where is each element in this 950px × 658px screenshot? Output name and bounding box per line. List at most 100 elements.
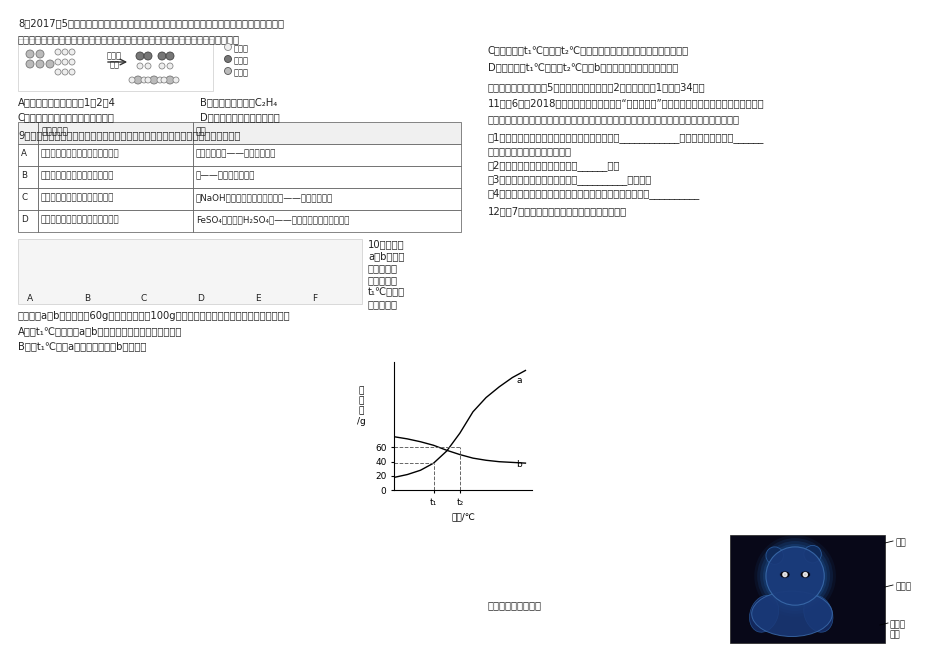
Bar bbox=[193, 188, 461, 210]
Text: C: C bbox=[141, 294, 147, 303]
Ellipse shape bbox=[804, 595, 833, 632]
Bar bbox=[18, 122, 38, 144]
Bar bbox=[38, 188, 193, 210]
Text: 两个烧杯中: 两个烧杯中 bbox=[368, 299, 398, 309]
Circle shape bbox=[145, 63, 151, 69]
Text: D．当温度由t₁℃升高到t₂℃时，b物质的溶液中一定有固体析出: D．当温度由t₁℃升高到t₂℃时，b物质的溶液中一定有固体析出 bbox=[488, 62, 678, 72]
Text: 据此回答下列问题：: 据此回答下列问题： bbox=[488, 600, 542, 610]
Text: （1）图中标识的物质中，属于有机合成材料的是____________，含有的金属元素是______: （1）图中标识的物质中，属于有机合成材料的是____________，含有的金属… bbox=[488, 132, 765, 143]
Text: 铜丝线: 铜丝线 bbox=[895, 582, 911, 591]
Text: （2）用铜丝做串联导线是利用其______性；: （2）用铜丝做串联导线是利用其______性； bbox=[488, 160, 620, 171]
Bar bbox=[38, 144, 193, 166]
Circle shape bbox=[224, 55, 232, 63]
Text: 不同物质性质不同，鉴别方法不同: 不同物质性质不同，鉴别方法不同 bbox=[41, 149, 120, 158]
Text: 铝合金
管材: 铝合金 管材 bbox=[890, 620, 906, 640]
Circle shape bbox=[159, 63, 165, 69]
Text: 氧原子: 氧原子 bbox=[234, 68, 249, 77]
Text: 8．2017年5月，中国科学家取得了将二氧化碳在一定条件下转化为化工原料的重大突破。二氧: 8．2017年5月，中国科学家取得了将二氧化碳在一定条件下转化为化工原料的重大突… bbox=[18, 18, 284, 28]
Text: E: E bbox=[256, 294, 261, 303]
Bar bbox=[38, 122, 193, 144]
Text: b: b bbox=[516, 460, 522, 468]
Text: 碳原子: 碳原子 bbox=[234, 56, 249, 65]
Text: 化碳和氢气反应制取乙烯，其反应的微观过程如下图所示。下列说法正确的是（　）: 化碳和氢气反应制取乙烯，其反应的微观过程如下图所示。下列说法正确的是（ ） bbox=[18, 34, 240, 44]
Circle shape bbox=[166, 52, 174, 60]
Ellipse shape bbox=[750, 595, 779, 632]
Bar bbox=[730, 535, 885, 643]
Circle shape bbox=[69, 59, 75, 65]
Text: A: A bbox=[21, 149, 27, 158]
Circle shape bbox=[173, 77, 179, 83]
Text: t₁℃时，在: t₁℃时，在 bbox=[368, 287, 405, 297]
Circle shape bbox=[157, 77, 163, 83]
Text: B: B bbox=[84, 294, 90, 303]
Bar bbox=[18, 188, 38, 210]
Circle shape bbox=[760, 541, 830, 611]
Circle shape bbox=[158, 52, 166, 60]
Circle shape bbox=[26, 60, 34, 68]
Circle shape bbox=[26, 50, 34, 58]
Text: A: A bbox=[27, 294, 33, 303]
Circle shape bbox=[129, 77, 135, 83]
Text: 10．右图是: 10．右图是 bbox=[368, 239, 405, 249]
Text: 向NaOH溶液中滴加紫色石蕊试液——溶液变为红色: 向NaOH溶液中滴加紫色石蕊试液——溶液变为红色 bbox=[196, 193, 333, 202]
Text: 解度曲线。: 解度曲线。 bbox=[368, 275, 398, 285]
Bar bbox=[18, 239, 362, 304]
Circle shape bbox=[783, 572, 787, 576]
Text: 二、填空题（本大题共5小题，化学方程式每癷2分，其余没癷1分，兣34分）: 二、填空题（本大题共5小题，化学方程式每癷2分，其余没癷1分，兣34分） bbox=[488, 82, 706, 92]
Circle shape bbox=[136, 52, 144, 60]
Circle shape bbox=[766, 547, 825, 605]
Text: 混合物除去杂质（括号内为杂质）: 混合物除去杂质（括号内为杂质） bbox=[41, 215, 120, 224]
Text: 物质的性质决定了它的反应现象: 物质的性质决定了它的反应现象 bbox=[41, 193, 115, 202]
Text: 12．（7分）下图所示为实验室常用的实验装置：: 12．（7分）下图所示为实验室常用的实验装置： bbox=[488, 206, 627, 216]
Bar bbox=[193, 122, 461, 144]
Text: A．生成物分子数之比是1：2：4: A．生成物分子数之比是1：2：4 bbox=[18, 97, 116, 107]
Circle shape bbox=[145, 77, 151, 83]
Circle shape bbox=[166, 76, 174, 84]
Ellipse shape bbox=[780, 571, 790, 578]
Circle shape bbox=[55, 49, 61, 55]
X-axis label: 温度/℃: 温度/℃ bbox=[451, 513, 475, 521]
Circle shape bbox=[224, 68, 232, 74]
Circle shape bbox=[137, 63, 143, 69]
Circle shape bbox=[150, 76, 158, 84]
Text: D: D bbox=[198, 294, 204, 303]
Text: 举例: 举例 bbox=[196, 127, 207, 136]
Bar bbox=[193, 166, 461, 188]
Text: 铁——由一种分子构成: 铁——由一种分子构成 bbox=[196, 171, 256, 180]
Text: 体物质的溶: 体物质的溶 bbox=[368, 263, 398, 273]
Ellipse shape bbox=[751, 591, 832, 636]
Text: 11．（6分）2018年平昌冬奥会闭幕式上，“北京八分钟”惊谳全球。在表演中，两只发光的大熊: 11．（6分）2018年平昌冬奥会闭幕式上，“北京八分钟”惊谳全球。在表演中，两… bbox=[488, 98, 765, 108]
Text: C: C bbox=[21, 193, 28, 202]
Circle shape bbox=[766, 547, 784, 565]
Text: 氧化铜与碳粉——在空气中灸烧: 氧化铜与碳粉——在空气中灸烧 bbox=[196, 149, 276, 158]
Text: 猫，受到全球属目。这是由四川省大木偶剧院制作的熊猫大木偶，如右图所示。回答下列问题：: 猫，受到全球属目。这是由四川省大木偶剧院制作的熊猫大木偶，如右图所示。回答下列问… bbox=[488, 114, 740, 124]
Text: （4）比较铝和铜的金属活动性强弱，请用化学方程式表示：__________: （4）比较铝和铜的金属活动性强弱，请用化学方程式表示：__________ bbox=[488, 188, 700, 199]
Circle shape bbox=[55, 69, 61, 75]
Text: 物质在微观上都是由粒子构成的: 物质在微观上都是由粒子构成的 bbox=[41, 171, 115, 180]
Circle shape bbox=[757, 538, 833, 614]
Circle shape bbox=[804, 545, 822, 563]
Text: 整理的知识: 整理的知识 bbox=[41, 127, 67, 136]
Circle shape bbox=[134, 76, 142, 84]
Text: 9．经过一年的化学学习，小宇同学对以下所学知识进行了整理，正确的是：（　）: 9．经过一年的化学学习，小宇同学对以下所学知识进行了整理，正确的是：（ ） bbox=[18, 130, 240, 140]
Circle shape bbox=[69, 49, 75, 55]
Bar bbox=[38, 210, 193, 232]
Text: B．在t₁℃时，a溶液的浓度大于b溶液浓度: B．在t₁℃时，a溶液的浓度大于b溶液浓度 bbox=[18, 341, 146, 351]
Circle shape bbox=[144, 52, 152, 60]
Text: 催化剂: 催化剂 bbox=[107, 51, 122, 60]
Circle shape bbox=[55, 59, 61, 65]
Circle shape bbox=[766, 547, 825, 605]
Circle shape bbox=[46, 60, 54, 68]
Text: B: B bbox=[21, 171, 27, 180]
Text: C．当温度由t₁℃升高到t₂℃时，两烧杯中的溶液所含溶质的质量相等: C．当温度由t₁℃升高到t₂℃时，两烧杯中的溶液所含溶质的质量相等 bbox=[488, 45, 689, 55]
Text: D: D bbox=[21, 215, 28, 224]
Circle shape bbox=[167, 63, 173, 69]
Text: A．在t₁℃时，所得a、b两种物质的溶液均为不饱和溶液: A．在t₁℃时，所得a、b两种物质的溶液均为不饱和溶液 bbox=[18, 326, 182, 336]
Bar bbox=[18, 39, 213, 91]
Circle shape bbox=[754, 535, 836, 617]
Text: 塑料: 塑料 bbox=[895, 538, 905, 547]
Y-axis label: 溶
解
度
/g: 溶 解 度 /g bbox=[357, 386, 366, 426]
Circle shape bbox=[36, 60, 44, 68]
Bar bbox=[18, 210, 38, 232]
Circle shape bbox=[62, 49, 68, 55]
